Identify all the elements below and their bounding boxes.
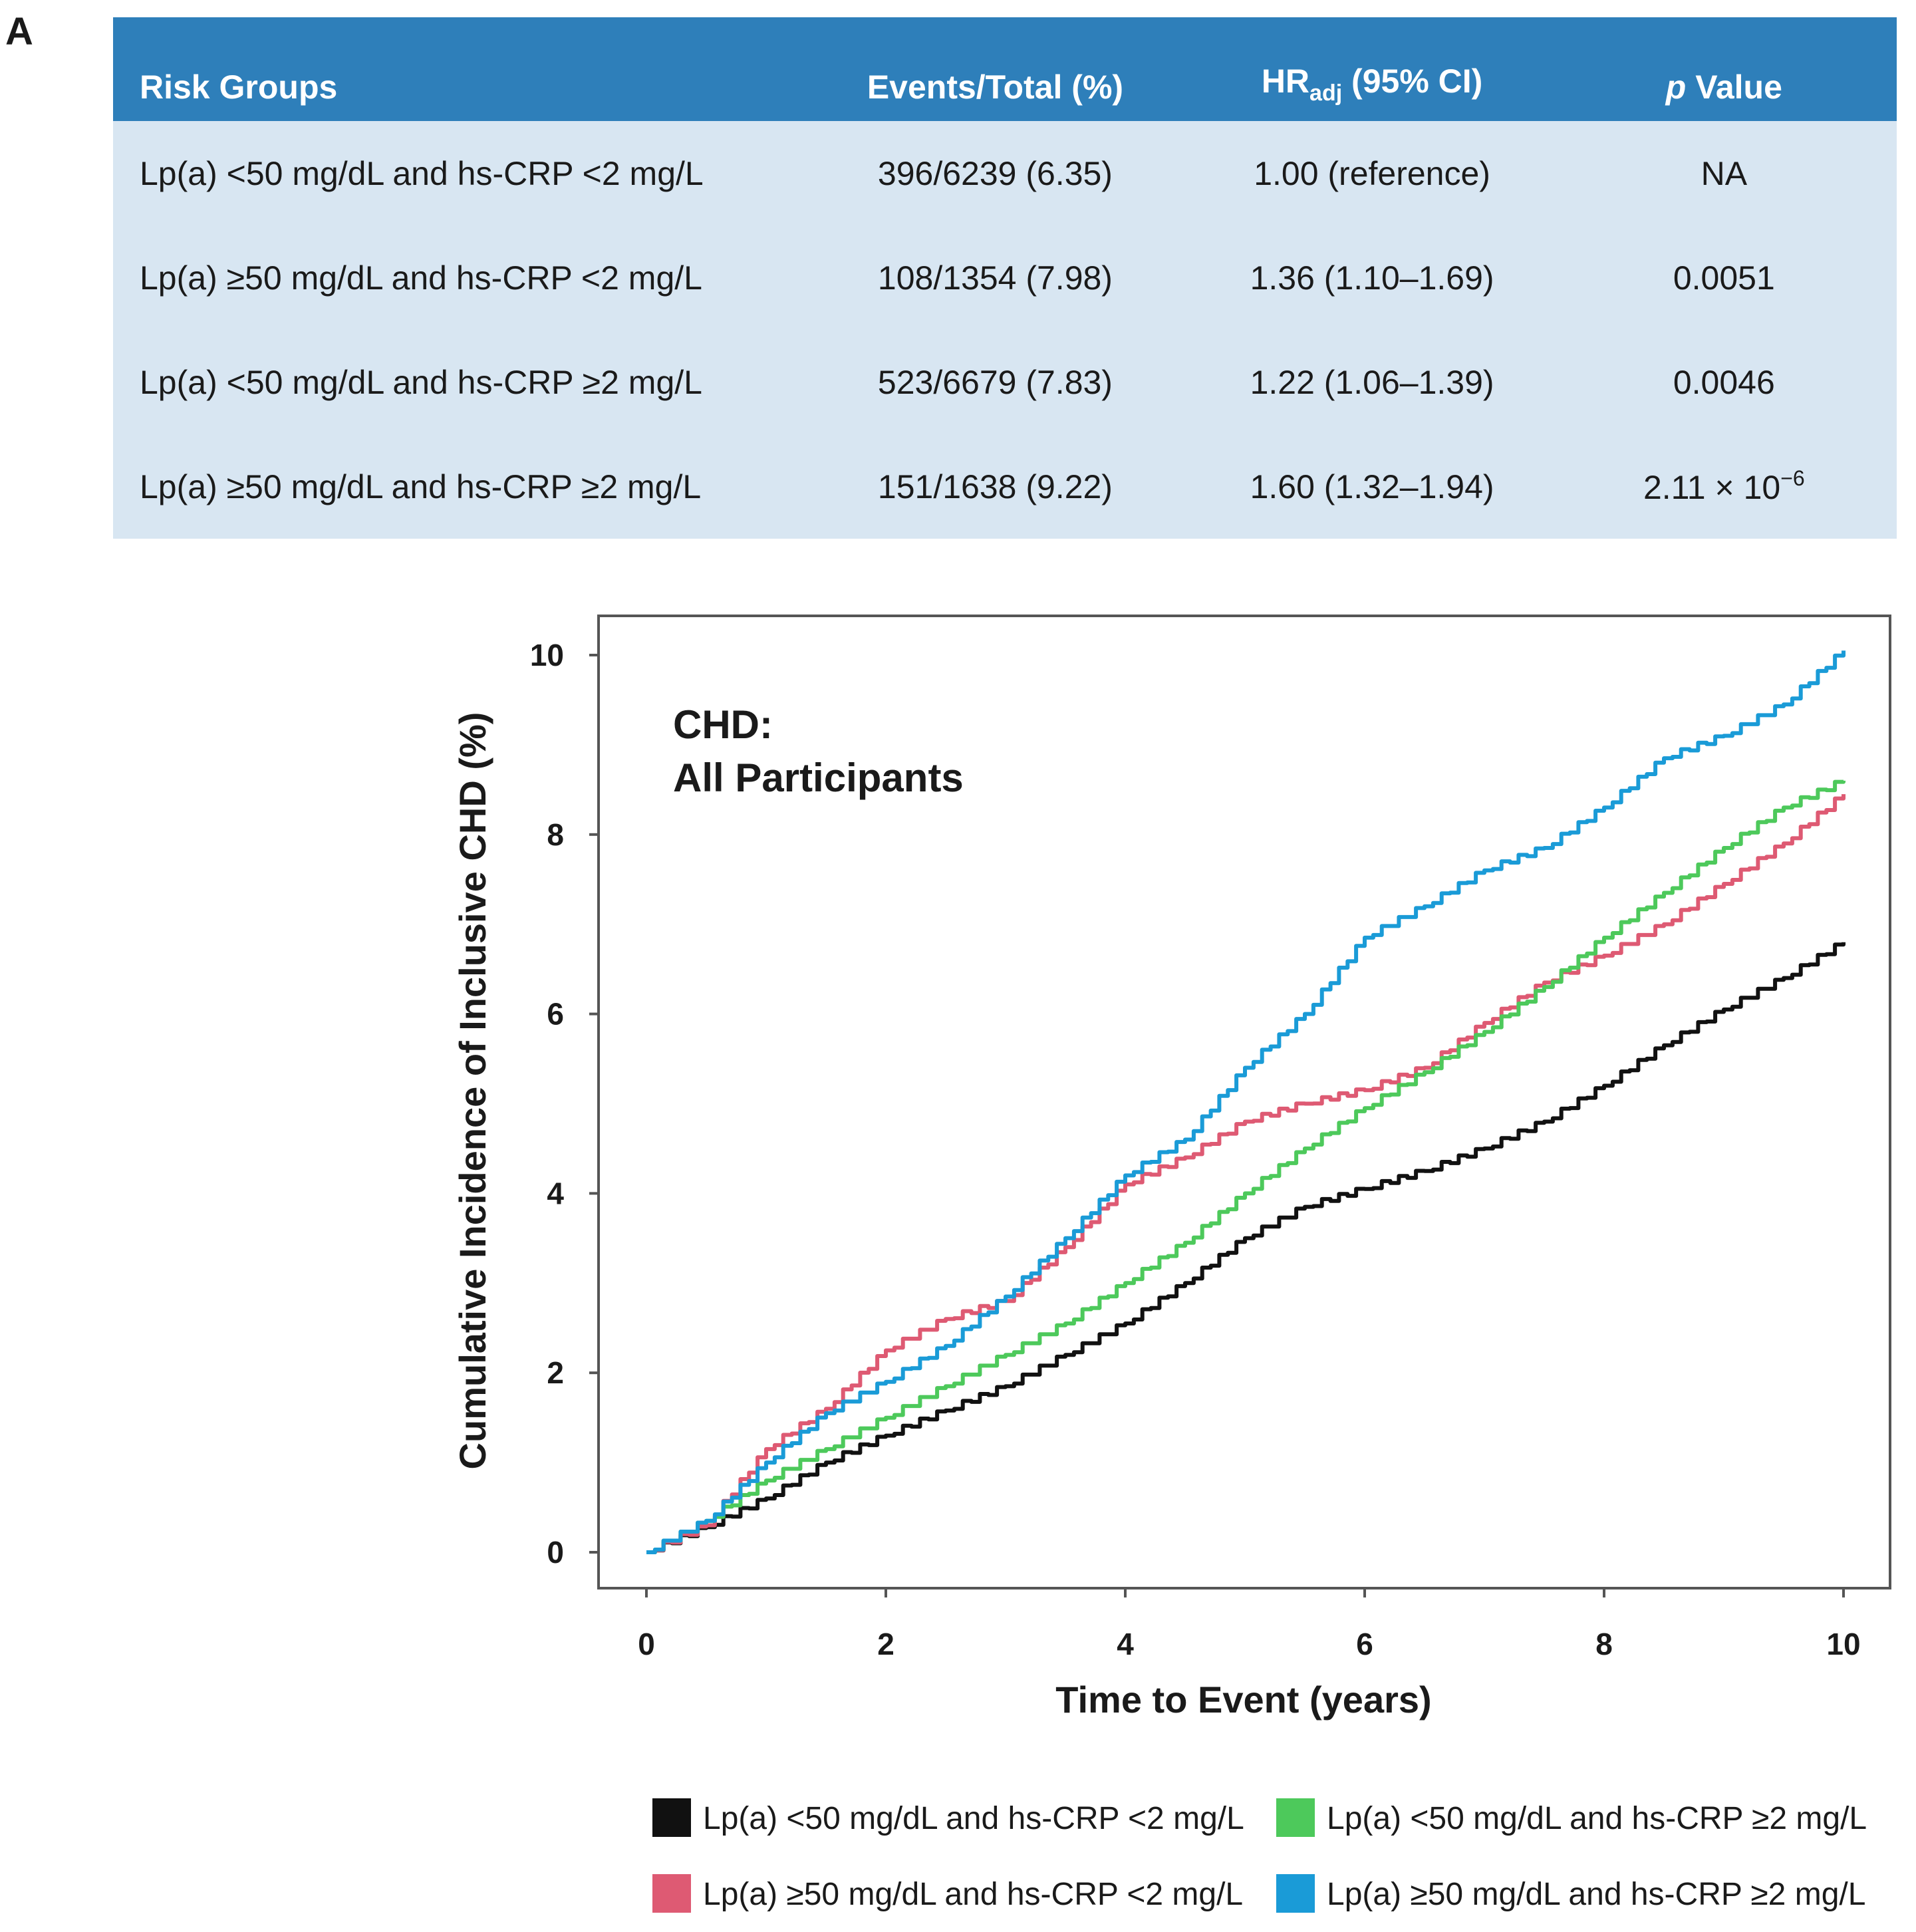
header-hr-subscript: adj xyxy=(1309,80,1343,106)
cell-p: 2.11 × 10−6 xyxy=(1552,434,1897,539)
cell-events: 396/6239 (6.35) xyxy=(877,154,1113,192)
y-tick-label: 2 xyxy=(547,1355,564,1390)
y-tick-label: 0 xyxy=(547,1535,564,1570)
series-line-2 xyxy=(646,794,1846,1554)
cell-p-base: 2.11 × 10 xyxy=(1643,469,1781,506)
legend-label-4: Lp(a) ≥50 mg/dL and hs-CRP ≥2 mg/L xyxy=(1327,1877,1865,1912)
chart-title-line2: All Participants xyxy=(673,756,964,800)
chart-title-line1: CHD: xyxy=(673,702,773,747)
legend-label-1: Lp(a) <50 mg/dL and hs-CRP <2 mg/L xyxy=(703,1801,1244,1836)
cell-events: 151/1638 (9.22) xyxy=(877,468,1113,505)
legend-swatch-2 xyxy=(652,1874,691,1913)
cell-group: Lp(a) ≥50 mg/dL and hs-CRP <2 mg/L xyxy=(140,259,702,297)
x-tick-label: 10 xyxy=(1826,1627,1860,1661)
header-p-value: p Value xyxy=(1552,17,1897,121)
cell-events: 523/6679 (7.83) xyxy=(877,363,1113,401)
x-tick-label: 2 xyxy=(877,1627,894,1661)
legend-swatch-1 xyxy=(652,1798,691,1837)
legend-swatch-3 xyxy=(1276,1798,1315,1837)
x-tick-label: 0 xyxy=(638,1627,655,1661)
x-tick-label: 8 xyxy=(1595,1627,1613,1661)
header-hr: HRadj (95% CI) xyxy=(1192,17,1551,121)
cell-hr: 1.60 (1.32–1.94) xyxy=(1250,468,1494,505)
cell-hr: 1.22 (1.06–1.39) xyxy=(1250,363,1494,401)
cell-group: Lp(a) ≥50 mg/dL and hs-CRP ≥2 mg/L xyxy=(140,468,702,505)
header-p-italic: p xyxy=(1665,69,1687,106)
y-tick-label: 4 xyxy=(547,1176,564,1210)
header-events-total: Events/Total (%) xyxy=(867,69,1124,106)
series-line-4 xyxy=(646,650,1846,1554)
y-axis-title: Cumulative Incidence of Inclusive CHD (%… xyxy=(452,712,493,1470)
legend-label-3: Lp(a) <50 mg/dL and hs-CRP ≥2 mg/L xyxy=(1327,1801,1867,1836)
series-group xyxy=(646,650,1846,1554)
cell-p: 0.0051 xyxy=(1673,259,1775,297)
header-risk-groups: Risk Groups xyxy=(140,69,338,106)
series-line-3 xyxy=(646,779,1846,1554)
chart-legend: Lp(a) <50 mg/dL and hs-CRP <2 mg/L Lp(a) … xyxy=(652,1798,1867,1913)
header-p-rest: Value xyxy=(1686,69,1782,106)
panel-label: A xyxy=(5,10,33,53)
table-header-row: Risk Groups Events/Total (%) HRadj (95% … xyxy=(113,17,1897,121)
header-hr-main: HR xyxy=(1261,63,1310,100)
table-row: Lp(a) <50 mg/dL and hs-CRP <2 mg/L 396/6… xyxy=(113,121,1897,225)
table-row: Lp(a) ≥50 mg/dL and hs-CRP ≥2 mg/L 151/1… xyxy=(113,434,1897,539)
plot-frame xyxy=(597,615,1891,1589)
cell-events: 108/1354 (7.98) xyxy=(877,259,1113,297)
x-tick-label: 6 xyxy=(1356,1627,1373,1661)
table-row: Lp(a) ≥50 mg/dL and hs-CRP <2 mg/L 108/1… xyxy=(113,225,1897,330)
cell-group: Lp(a) <50 mg/dL and hs-CRP <2 mg/L xyxy=(140,154,704,192)
header-hr-rest: (95% CI) xyxy=(1342,63,1483,100)
y-tick-label: 6 xyxy=(547,997,564,1032)
cell-p: 0.0046 xyxy=(1673,363,1775,401)
table-row: Lp(a) <50 mg/dL and hs-CRP ≥2 mg/L 523/6… xyxy=(113,330,1897,434)
legend-swatch-4 xyxy=(1276,1874,1315,1913)
cell-hr: 1.00 (reference) xyxy=(1254,154,1490,192)
cell-p-exponent: −6 xyxy=(1780,466,1805,490)
series-line-1 xyxy=(646,942,1846,1554)
legend-label-2: Lp(a) ≥50 mg/dL and hs-CRP <2 mg/L xyxy=(703,1877,1243,1912)
cell-group: Lp(a) <50 mg/dL and hs-CRP ≥2 mg/L xyxy=(140,363,702,401)
risk-table: Risk Groups Events/Total (%) HRadj (95% … xyxy=(113,17,1897,539)
y-axis: 0 2 4 6 8 10 xyxy=(530,616,600,1588)
y-tick-label: 10 xyxy=(530,638,564,672)
cell-hr: 1.36 (1.10–1.69) xyxy=(1250,259,1494,297)
x-axis-title: Time to Event (years) xyxy=(1055,1679,1431,1721)
cell-p: NA xyxy=(1701,154,1748,192)
x-tick-label: 4 xyxy=(1117,1627,1134,1661)
y-tick-label: 8 xyxy=(547,817,564,852)
x-axis: 0 2 4 6 8 10 xyxy=(599,1587,1890,1661)
